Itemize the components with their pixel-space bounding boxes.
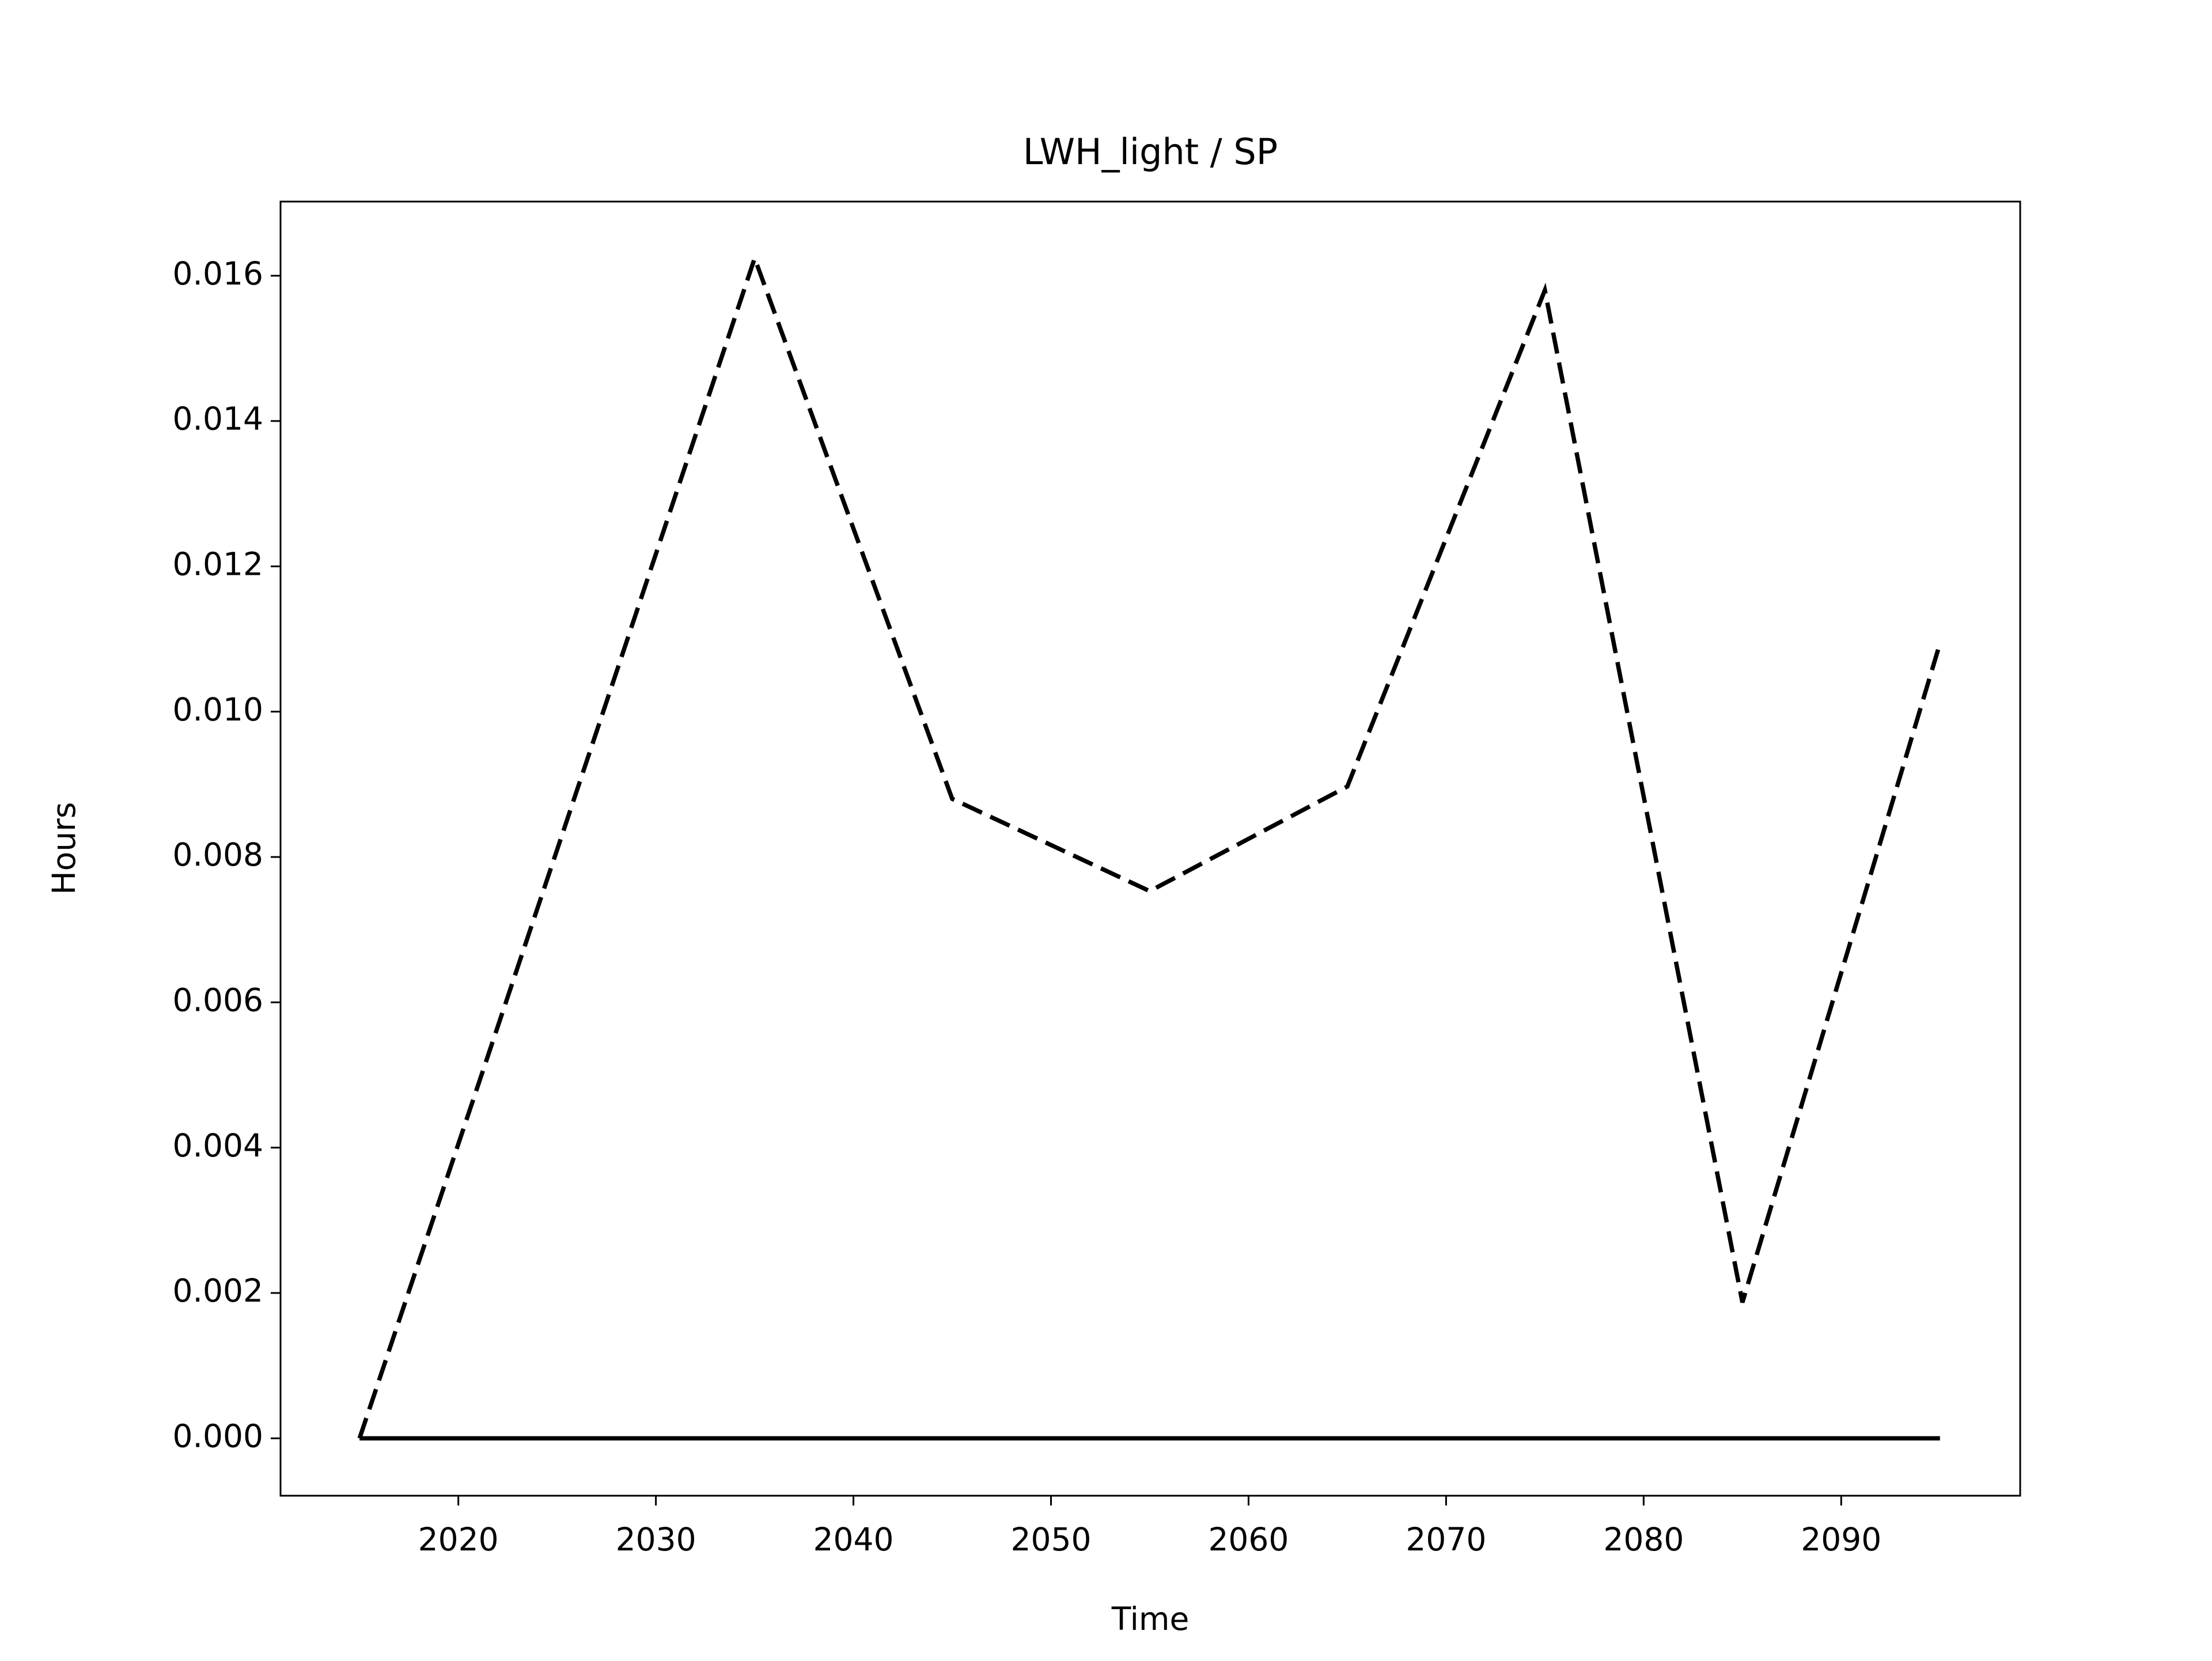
x-tick-label: 2090	[1801, 1521, 1881, 1558]
x-tick-label: 2050	[1011, 1521, 1092, 1558]
x-tick-label: 2030	[616, 1521, 696, 1558]
series-line	[357, 252, 1942, 1439]
y-tick-label: 0.012	[173, 545, 263, 582]
x-tick-label: 2060	[1208, 1521, 1289, 1558]
y-tick-label: 0.002	[173, 1272, 263, 1309]
x-tick-label: 2020	[418, 1521, 499, 1558]
y-tick-label: 0.016	[173, 255, 263, 292]
plot-frame	[279, 200, 2021, 1497]
y-tick-label: 0.008	[173, 836, 263, 873]
chart-title: LWH_light / SP	[1023, 131, 1278, 173]
y-tick-label: 0.000	[173, 1417, 263, 1454]
y-tick-label: 0.010	[173, 691, 263, 728]
y-axis-label: Hours	[46, 802, 82, 894]
x-axis-label: Time	[1111, 1601, 1190, 1637]
x-tick-label: 2070	[1406, 1521, 1486, 1558]
y-tick-label: 0.004	[173, 1127, 263, 1164]
y-tick-label: 0.006	[173, 981, 263, 1018]
x-tick-label: 2040	[813, 1521, 894, 1558]
y-tick-label: 0.014	[173, 400, 263, 437]
x-tick-label: 2080	[1603, 1521, 1684, 1558]
